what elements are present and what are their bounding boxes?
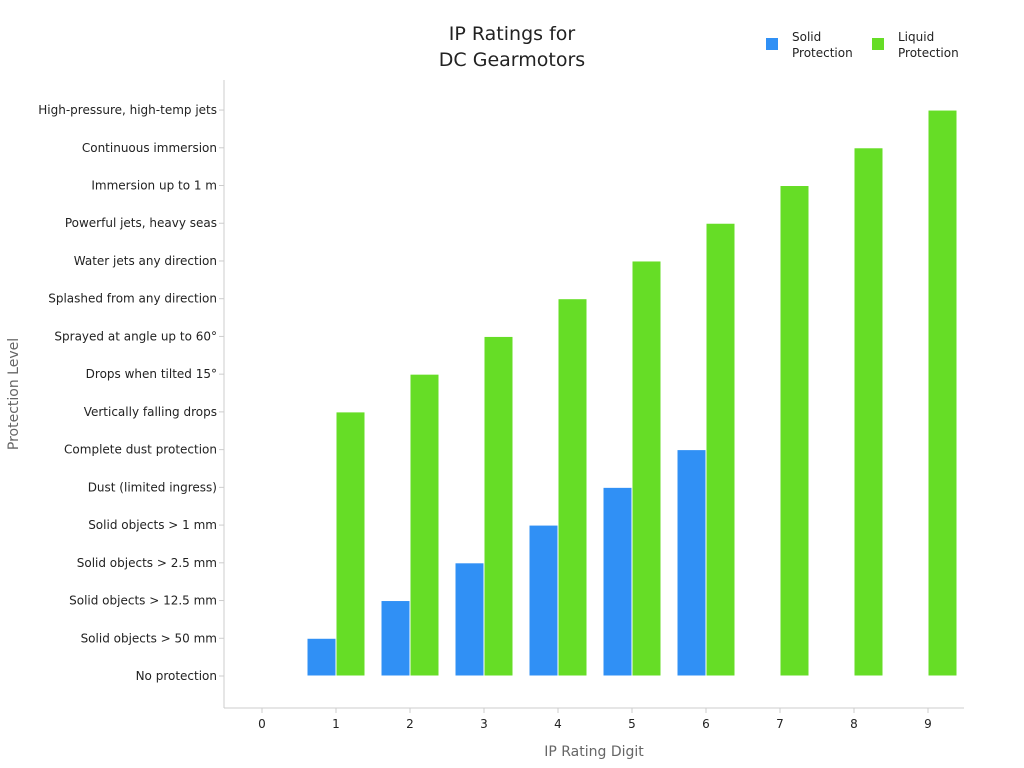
- y-tick-label: Water jets any direction: [74, 254, 217, 268]
- y-tick-label: Solid objects > 1 mm: [88, 518, 217, 532]
- y-tick-label: No protection: [136, 669, 217, 683]
- y-tick-label: Dust (limited ingress): [88, 480, 217, 494]
- liquid-protection-bar: [631, 260, 662, 677]
- y-axis-ticks: No protection Solid objects > 50 mm Solid …: [38, 103, 224, 683]
- bars: [306, 109, 958, 677]
- solid-protection-bar: [676, 449, 707, 677]
- legend-label-liquid-line-2: Protection: [898, 46, 959, 60]
- liquid-protection-bar: [483, 335, 514, 677]
- legend-label-solid-line-1: Solid: [792, 30, 821, 44]
- x-tick-label: 5: [628, 717, 636, 731]
- y-tick-label: Splashed from any direction: [48, 292, 217, 306]
- liquid-protection-bar: [927, 109, 958, 677]
- y-tick-label: Sprayed at angle up to 60°: [54, 329, 217, 343]
- liquid-protection-bar: [779, 185, 810, 677]
- liquid-protection-bar: [853, 147, 884, 677]
- x-tick-label: 0: [258, 717, 266, 731]
- x-tick-label: 2: [406, 717, 414, 731]
- x-tick-label: 4: [554, 717, 562, 731]
- y-tick-label: Solid objects > 12.5 mm: [69, 594, 217, 608]
- x-tick-label: 1: [332, 717, 340, 731]
- solid-protection-bar: [602, 486, 633, 677]
- y-tick-label: Complete dust protection: [64, 443, 217, 457]
- solid-protection-bar: [528, 524, 559, 677]
- y-tick-label: Powerful jets, heavy seas: [65, 216, 217, 230]
- y-tick-label: Vertically falling drops: [84, 405, 217, 419]
- x-tick-label: 8: [850, 717, 858, 731]
- y-axis-label: Protection Level: [6, 338, 22, 450]
- x-tick-label: 6: [702, 717, 710, 731]
- y-tick-label: Drops when tilted 15°: [86, 367, 217, 381]
- liquid-protection-bar: [335, 411, 366, 677]
- legend-swatch-liquid: [872, 38, 884, 50]
- y-tick-label: Solid objects > 2.5 mm: [77, 556, 217, 570]
- liquid-protection-bar: [557, 298, 588, 677]
- liquid-protection-bar: [409, 373, 440, 677]
- chart-title-line-2: DC Gearmotors: [439, 49, 585, 71]
- solid-protection-bar: [306, 637, 337, 677]
- solid-protection-bar: [380, 600, 411, 677]
- solid-protection-bar: [454, 562, 485, 677]
- x-axis-label: IP Rating Digit: [544, 744, 644, 760]
- liquid-protection-bar: [705, 222, 736, 677]
- chart-title-line-1: IP Ratings for: [449, 23, 576, 45]
- legend-label-solid-line-2: Protection: [792, 46, 853, 60]
- legend: Solid Protection Liquid Protection: [766, 30, 959, 60]
- x-axis-ticks: 0 1 2 3 4 5 6 7 8 9: [258, 708, 932, 731]
- legend-label-liquid-line-1: Liquid: [898, 30, 934, 44]
- y-tick-label: High-pressure, high-temp jets: [38, 103, 217, 117]
- y-tick-label: Continuous immersion: [82, 141, 217, 155]
- x-tick-label: 9: [924, 717, 932, 731]
- x-tick-label: 7: [776, 717, 784, 731]
- y-tick-label: Solid objects > 50 mm: [81, 631, 217, 645]
- x-tick-label: 3: [480, 717, 488, 731]
- y-tick-label: Immersion up to 1 m: [91, 179, 217, 193]
- legend-swatch-solid: [766, 38, 778, 50]
